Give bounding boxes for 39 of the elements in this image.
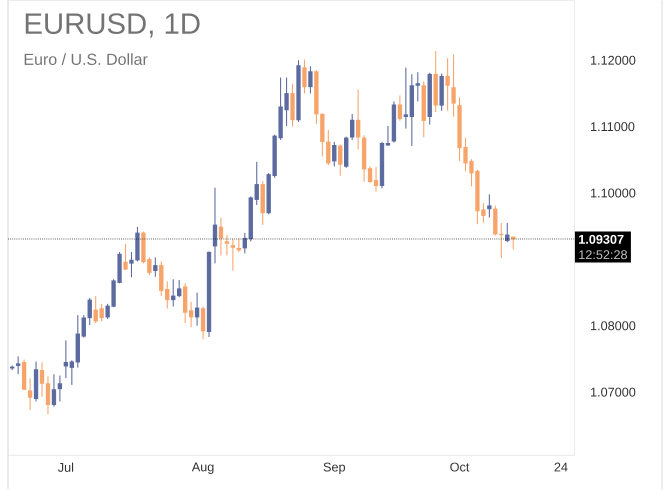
candlestick <box>338 144 342 176</box>
candlestick <box>28 378 32 411</box>
candlestick <box>212 187 218 264</box>
x-tick-label: Oct <box>450 462 470 472</box>
x-tick-label: 24 <box>554 462 568 472</box>
y-tick-label: 1.12000 <box>590 56 636 65</box>
ref-line-label: 1.09307 <box>579 234 624 244</box>
candlestick <box>308 66 313 94</box>
text: 12:52:28 <box>579 250 628 260</box>
candlestick <box>194 292 200 326</box>
candlestick <box>445 58 450 112</box>
candlestick <box>200 306 206 340</box>
candlestick <box>302 59 307 94</box>
candlestick <box>52 374 56 408</box>
text: Euro / U.S. Dollar <box>24 53 148 65</box>
candlestick <box>487 194 492 218</box>
y-tick-label: 1.11000 <box>590 122 634 132</box>
candlestick <box>398 94 402 122</box>
candlestick <box>224 234 230 256</box>
candlestick <box>218 217 224 256</box>
y-tick-label: 1.07000 <box>590 388 636 397</box>
candlestick <box>123 244 128 271</box>
candlestick <box>511 236 516 250</box>
x-tick-label: Aug <box>192 462 214 474</box>
candlestick <box>230 238 236 272</box>
candlestick <box>153 256 158 278</box>
candlestick <box>236 238 242 253</box>
x-tick-label: Sep <box>324 462 346 474</box>
y-tick-label: 1.08000 <box>590 321 636 330</box>
x-tick-label: Jul <box>58 462 74 472</box>
candlestick <box>451 54 456 118</box>
candlestick <box>332 141 336 167</box>
candlestick <box>58 374 62 402</box>
candlestick <box>505 222 510 243</box>
chart-title: EURUSD, 1D <box>26 13 200 38</box>
candlestick <box>16 356 20 375</box>
candlestick <box>350 113 354 140</box>
y-tick-label: 1.10000 <box>590 188 636 198</box>
candlestick <box>356 88 360 150</box>
